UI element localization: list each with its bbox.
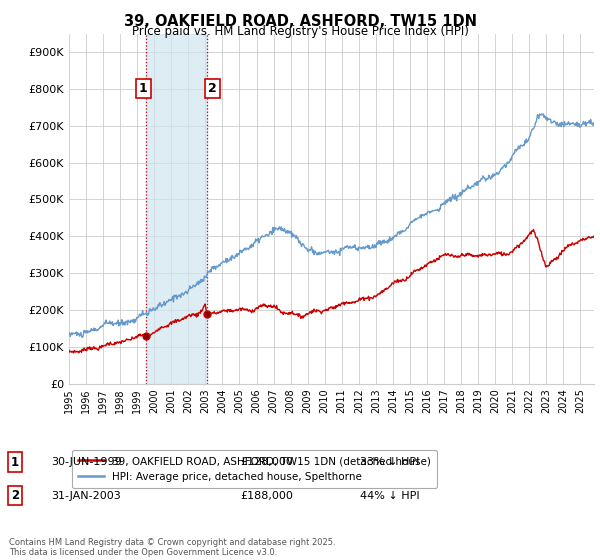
Text: 1: 1 [11, 455, 19, 469]
Text: £188,000: £188,000 [240, 491, 293, 501]
Text: 30-JUN-1999: 30-JUN-1999 [51, 457, 122, 467]
Text: 1: 1 [139, 82, 148, 95]
Text: 2: 2 [11, 489, 19, 502]
Text: 39, OAKFIELD ROAD, ASHFORD, TW15 1DN: 39, OAKFIELD ROAD, ASHFORD, TW15 1DN [124, 14, 476, 29]
Text: 2: 2 [208, 82, 217, 95]
Text: 31-JAN-2003: 31-JAN-2003 [51, 491, 121, 501]
Text: Contains HM Land Registry data © Crown copyright and database right 2025.
This d: Contains HM Land Registry data © Crown c… [9, 538, 335, 557]
Text: £128,000: £128,000 [240, 457, 293, 467]
Legend: 39, OAKFIELD ROAD, ASHFORD, TW15 1DN (detached house), HPI: Average price, detac: 39, OAKFIELD ROAD, ASHFORD, TW15 1DN (de… [71, 450, 437, 488]
Text: Price paid vs. HM Land Registry's House Price Index (HPI): Price paid vs. HM Land Registry's House … [131, 25, 469, 38]
Text: 33% ↓ HPI: 33% ↓ HPI [360, 457, 419, 467]
Bar [146, 34, 207, 384]
Text: 44% ↓ HPI: 44% ↓ HPI [360, 491, 419, 501]
